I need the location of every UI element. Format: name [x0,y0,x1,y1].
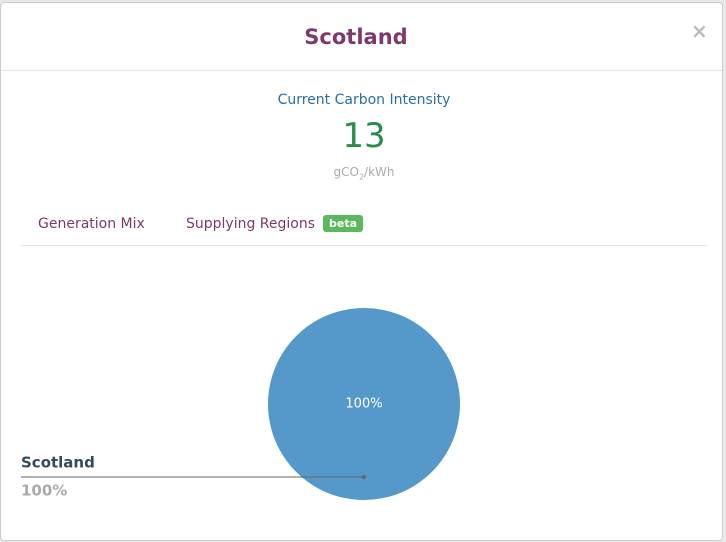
unit-base: gCO [333,165,359,179]
tab[interactable]: Supplying Regions [186,216,316,232]
leader-dot [362,475,366,479]
divider [21,245,707,246]
divider [1,70,722,71]
intensity-unit: gCO2/kWh [1,165,726,181]
badge: beta [323,215,364,232]
tab[interactable]: Generation Mix [38,216,145,232]
intensity-value: 13 [342,116,386,156]
unit-subscript: 2 [358,172,365,182]
pie-slice [268,308,460,500]
chart: 100% Scotland 100% [21,308,460,500]
close-button[interactable]: × [691,19,708,43]
legend-label: Scotland [21,454,95,472]
modal-title: Scotland [304,25,408,49]
legend-value: 100% [21,482,67,500]
intensity-label: Current Carbon Intensity [277,92,451,108]
slice-label: 100% [345,397,382,412]
unit-rest: /kWh [364,165,395,179]
